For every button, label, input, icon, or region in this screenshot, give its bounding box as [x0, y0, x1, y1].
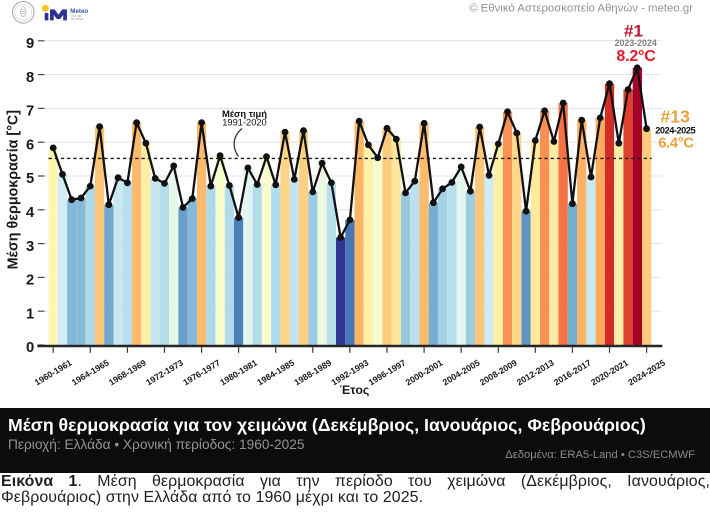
svg-text:2024-2025: 2024-2025 — [655, 125, 695, 135]
svg-text:2: 2 — [26, 273, 34, 289]
svg-text:Μέση θερμοκρασία [°C]: Μέση θερμοκρασία [°C] — [5, 110, 21, 269]
svg-text:9: 9 — [26, 36, 34, 52]
svg-text:© Εθνικό Αστεροσκοπείο Αθηνών: © Εθνικό Αστεροσκοπείο Αθηνών - meteo.gr — [469, 2, 693, 14]
svg-text:τον καιρό: τον καιρό — [71, 17, 84, 21]
svg-text:#1: #1 — [624, 21, 643, 40]
svg-text:1: 1 — [26, 306, 34, 322]
svg-text:7: 7 — [26, 104, 34, 120]
svg-text:8: 8 — [26, 70, 34, 86]
svg-text:2023-2024: 2023-2024 — [615, 38, 657, 48]
svg-text:Έτος: Έτος — [340, 383, 370, 397]
svg-text:1991-2020: 1991-2020 — [222, 118, 266, 128]
svg-text:6.4°C: 6.4°C — [658, 136, 694, 152]
svg-text:0: 0 — [26, 340, 34, 356]
svg-text:8.2°C: 8.2°C — [616, 48, 656, 65]
svg-text:Όλα για: Όλα για — [70, 14, 82, 18]
svg-text:4: 4 — [26, 205, 35, 221]
svg-text:3: 3 — [26, 239, 34, 255]
svg-text:Μέση τιμή: Μέση τιμή — [222, 108, 267, 119]
svg-text:Meteo: Meteo — [70, 8, 88, 15]
svg-text:6: 6 — [26, 137, 34, 153]
svg-text:5: 5 — [26, 171, 34, 187]
svg-text:#13: #13 — [661, 107, 691, 127]
